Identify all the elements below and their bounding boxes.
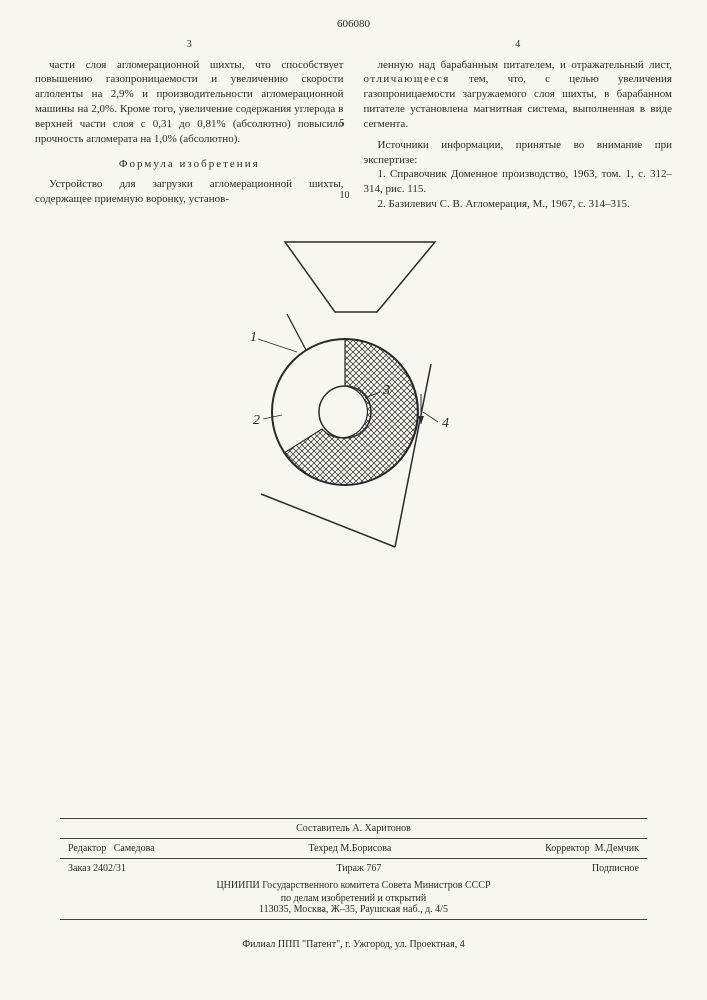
footer-branch: Филиал ППП "Патент", г. Ужгород, ул. Про… [0,939,707,950]
leader-1 [258,339,297,352]
line-marker-10: 10 [340,190,350,201]
left-paragraph-1: части слоя агломерационной шихты, что сп… [35,58,344,147]
line-marker-5: 5 [340,118,345,129]
leader-4 [423,412,438,422]
footer-addr: 113035, Москва, Ж–35, Раушская наб., д. … [60,904,647,920]
footer-order-row: Заказ 2402/31 Тираж 767 Подписное [60,859,647,878]
left-column: 3 части слоя агломерационной шихты, что … [35,38,344,212]
corrector-name: М.Демчик [595,843,639,854]
figure-diagram [40,0,660,5]
right-column: 4 ленную над барабанным питателем, и отр… [364,38,673,212]
right-paragraph-4: 2. Базилевич С. В. Агломерация, М., 1967… [364,197,673,212]
footer-org1: ЦНИИПИ Государственного комитета Совета … [60,878,647,893]
footer-subscription: Подписное [592,863,639,874]
footer-editor: Редактор Самедова [68,843,155,854]
bottom-deflector [261,494,395,547]
right-p1-b: отличающееся [364,73,450,85]
left-paragraph-2: Устройство для загрузки агломерационной … [35,177,344,207]
figure-group: 1 2 3 4 [250,242,449,547]
right-paragraph-3: 1. Справочник Доменное производство, 196… [364,167,673,197]
figure-label-2: 2 [253,413,260,428]
chute-left-line [287,314,306,350]
figure-label-3: 3 [382,383,390,398]
corrector-label: Корректор [545,843,590,854]
figure-label-4: 4 [442,416,449,431]
footer-tech: Техред М.Борисова [308,843,391,854]
footer-tirage: Тираж 767 [336,863,381,874]
figure-svg: 1 2 3 4 [35,237,675,587]
footer-block: Составитель А. Харитонов Редактор Самедо… [60,818,647,920]
funnel-shape [285,242,435,312]
document-number: 606080 [35,18,672,30]
right-paragraph-2: Источники информации, принятые во вниман… [364,138,673,168]
footer-composer: Составитель А. Харитонов [60,823,647,839]
footer-credits: Редактор Самедова Техред М.Борисова Корр… [60,839,647,859]
left-page-number: 3 [35,38,344,52]
right-p1-a: ленную над барабанным питателем, и отраж… [378,59,673,71]
tech-name: М.Борисова [340,843,391,854]
right-paragraph-1: ленную над барабанным питателем, и отраж… [364,58,673,132]
editor-label: Редактор [68,843,106,854]
footer-org2: по делам изобретений и открытий [60,893,647,904]
right-page-number: 4 [364,38,673,52]
footer-order: Заказ 2402/31 [68,863,126,874]
text-columns: 3 части слоя агломерационной шихты, что … [35,38,672,212]
figure-label-1: 1 [250,330,257,345]
editor-name: Самедова [114,843,155,854]
formula-heading: Формула изобретения [35,157,344,172]
tech-label: Техред [308,843,337,854]
footer-corrector: Корректор М.Демчик [545,843,639,854]
